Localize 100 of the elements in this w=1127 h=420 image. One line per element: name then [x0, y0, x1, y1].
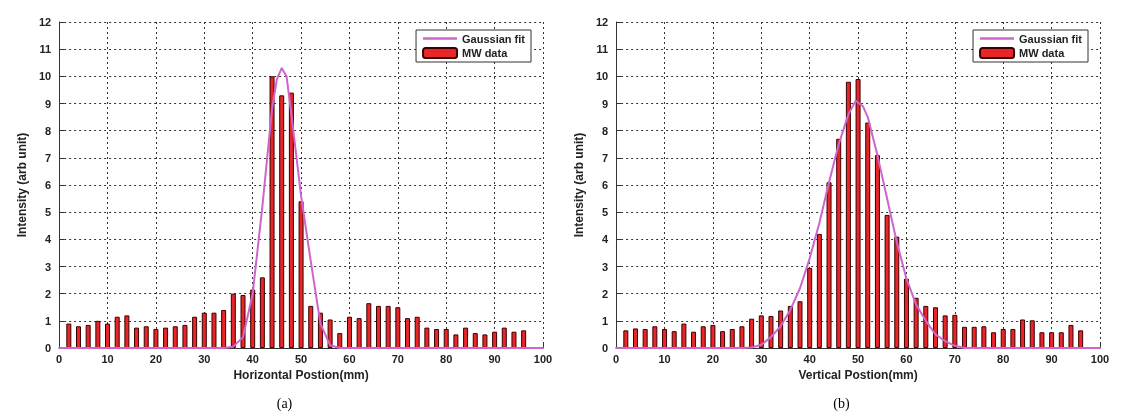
bar: [298, 201, 304, 348]
y-tick-label: 5: [602, 206, 609, 219]
y-tick-label: 10: [595, 70, 609, 83]
bar: [884, 214, 890, 348]
bar: [453, 334, 459, 348]
x-tick-label: 90: [1045, 352, 1058, 365]
bar: [1049, 332, 1055, 348]
bar: [874, 155, 880, 348]
x-tick-label: 100: [533, 352, 553, 365]
bar: [623, 330, 629, 348]
bar: [952, 314, 958, 348]
bar: [700, 326, 706, 348]
bar: [1058, 332, 1064, 348]
bar: [308, 305, 314, 348]
bar: [652, 326, 658, 348]
bar: [124, 315, 130, 348]
bar: [434, 328, 440, 348]
bar: [356, 318, 362, 348]
bar: [758, 315, 764, 348]
bar: [482, 334, 488, 348]
bar: [1020, 319, 1026, 348]
bar: [797, 301, 803, 348]
text: (a): [276, 395, 293, 412]
x-tick-label: 70: [391, 352, 404, 365]
y-tick-label: 6: [602, 179, 609, 191]
x-tick-label: 100: [1090, 352, 1110, 365]
x-tick-label: 20: [149, 352, 163, 365]
text: (b): [833, 395, 850, 412]
bar: [463, 327, 469, 348]
legend-label: Gaussian fit: [1019, 32, 1083, 45]
bar: [671, 331, 677, 348]
bar: [662, 328, 668, 348]
bar: [865, 122, 871, 348]
x-tick-label: 10: [658, 352, 671, 365]
legend-label: MW data: [462, 47, 509, 59]
y-tick-label: 2: [602, 287, 609, 300]
y-tick-label: 0: [45, 342, 52, 354]
y-tick-label: 11: [596, 43, 609, 56]
y-tick-label: 9: [602, 97, 609, 110]
bar: [720, 331, 726, 348]
bar: [163, 327, 169, 348]
bar: [346, 316, 352, 348]
bar: [913, 297, 919, 348]
bar: [105, 323, 111, 348]
bar: [424, 327, 430, 348]
bar: [942, 315, 948, 348]
x-axis-title: Horizontal Postion(mm): [233, 367, 369, 382]
bar: [201, 312, 207, 348]
y-tick-label: 11: [39, 43, 52, 56]
bar: [923, 305, 929, 348]
x-tick-label: 10: [101, 352, 114, 365]
y-tick-label: 12: [595, 16, 609, 28]
y-tick-label: 2: [45, 287, 52, 300]
bar: [182, 324, 188, 348]
bar: [932, 307, 938, 348]
bar: [492, 331, 498, 348]
y-tick-label: 4: [602, 233, 610, 246]
x-tick-label: 70: [948, 352, 961, 365]
bar: [1000, 328, 1006, 348]
x-tick-label: 40: [246, 352, 259, 365]
x-tick-label: 0: [613, 352, 620, 365]
y-tick-label: 5: [45, 206, 52, 219]
x-tick-label: 60: [343, 352, 356, 365]
bar: [288, 92, 294, 348]
bar: [501, 327, 507, 348]
x-tick-label: 30: [755, 352, 768, 365]
x-tick-label: 80: [440, 352, 453, 365]
bar: [836, 138, 842, 348]
legend-label: MW data: [1019, 47, 1066, 59]
bar: [768, 315, 774, 348]
bar: [787, 305, 793, 348]
bar: [153, 328, 159, 348]
bar: [511, 331, 517, 348]
bar: [991, 332, 997, 348]
bar: [981, 326, 987, 348]
bar: [414, 316, 420, 348]
bar: [739, 326, 745, 348]
bar: [269, 76, 275, 348]
bar: [375, 305, 381, 348]
bar: [472, 333, 478, 348]
y-tick-label: 9: [45, 97, 52, 110]
bar: [143, 326, 149, 348]
bar: [221, 309, 227, 348]
y-tick-label: 1: [45, 314, 52, 327]
bar: [807, 267, 813, 348]
legend-label: Gaussian fit: [462, 32, 526, 45]
bar: [75, 326, 81, 348]
y-tick-label: 8: [602, 124, 609, 137]
bar: [95, 320, 101, 348]
bar: [337, 333, 343, 348]
x-tick-label: 50: [294, 352, 308, 365]
x-tick-label: 90: [488, 352, 501, 365]
bar: [395, 307, 401, 348]
bar: [1078, 330, 1084, 348]
bar: [962, 326, 968, 348]
x-axis-title: Vertical Postion(mm): [798, 367, 918, 382]
y-tick-label: 6: [45, 179, 52, 191]
bar: [85, 324, 91, 348]
bar: [1010, 328, 1016, 348]
bar: [1068, 324, 1074, 348]
